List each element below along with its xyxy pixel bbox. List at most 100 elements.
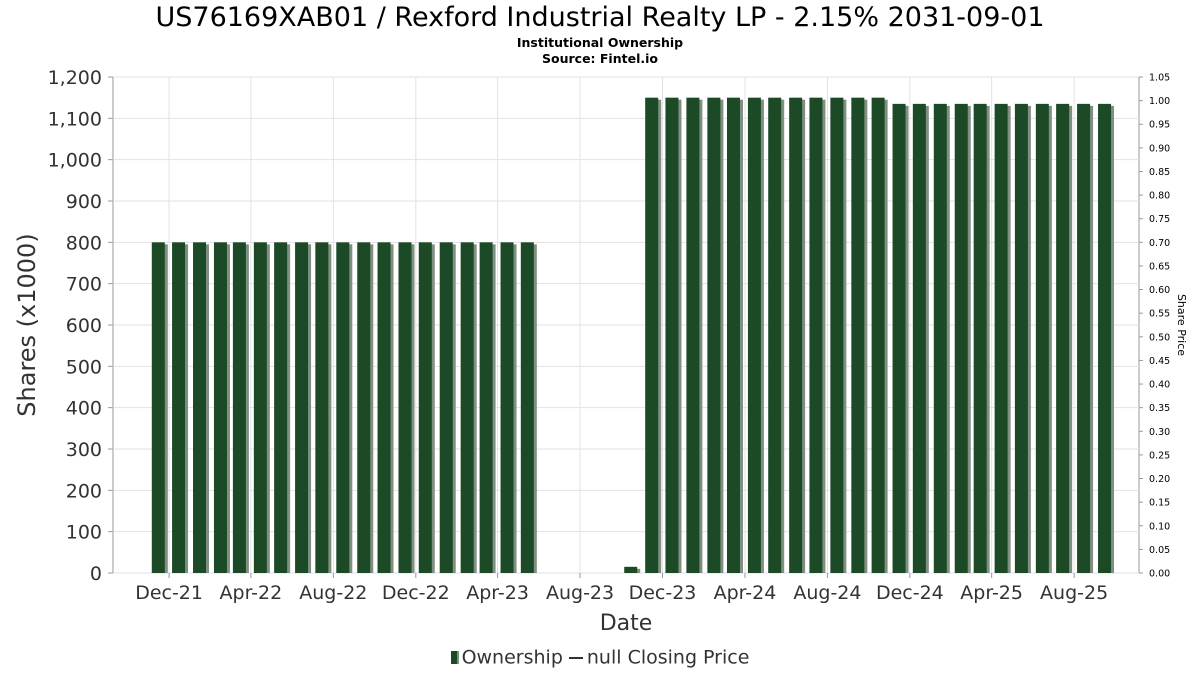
- legend-ownership-label: Ownership: [461, 646, 563, 669]
- y2-tick-label: 0.95: [1149, 120, 1170, 131]
- ownership-bar: [747, 97, 761, 574]
- y-tick-label: 500: [66, 356, 102, 378]
- ownership-bar: [520, 242, 534, 574]
- ownership-bar: [912, 103, 926, 573]
- y2-axis-label: Share Price: [1175, 294, 1188, 356]
- x-tick-label: Dec-22: [382, 582, 450, 604]
- ownership-bar: [809, 97, 823, 574]
- x-tick-label: Apr-22: [220, 582, 283, 604]
- y2-tick-label: 0.85: [1149, 167, 1170, 178]
- y2-tick-label: 0.00: [1149, 569, 1170, 580]
- x-tick-label: Dec-21: [135, 582, 203, 604]
- x-tick-label: Dec-23: [629, 582, 697, 604]
- ownership-bar: [151, 242, 165, 574]
- y2-tick-label: 0.30: [1149, 427, 1170, 438]
- ownership-bar: [315, 242, 329, 574]
- chart-legend: Ownership null Closing Price: [0, 646, 1200, 669]
- ownership-bar: [768, 97, 782, 574]
- y2-tick-label: 0.25: [1149, 450, 1170, 461]
- ownership-bar: [892, 103, 906, 573]
- y-tick-label: 900: [66, 191, 102, 213]
- y2-tick-label: 1.00: [1149, 96, 1170, 107]
- ownership-bar: [1035, 103, 1049, 573]
- ownership-bar: [933, 103, 947, 573]
- ownership-bar: [500, 242, 514, 574]
- y2-tick-label: 0.70: [1149, 238, 1170, 249]
- y-tick-label: 1,100: [48, 108, 102, 130]
- ownership-bar: [1098, 103, 1112, 573]
- x-tick-label: Aug-22: [299, 582, 367, 604]
- y2-tick-label: 0.20: [1149, 474, 1170, 485]
- ownership-bar: [1056, 103, 1070, 573]
- y-tick-label: 600: [66, 315, 102, 337]
- y-tick-label: 700: [66, 274, 102, 296]
- x-tick-label: Aug-24: [793, 582, 861, 604]
- y-tick-label: 400: [66, 398, 102, 420]
- y-tick-label: 200: [66, 480, 102, 502]
- ownership-legend-swatch: [450, 651, 459, 664]
- ownership-bar: [398, 242, 412, 574]
- y2-tick-label: 0.60: [1149, 285, 1170, 296]
- ownership-bar: [295, 242, 309, 574]
- ownership-bar: [851, 97, 865, 574]
- ownership-bar: [213, 242, 227, 574]
- y2-tick-label: 0.55: [1149, 309, 1170, 320]
- ownership-bar: [357, 242, 371, 574]
- x-tick-label: Apr-25: [960, 582, 1023, 604]
- y2-tick-label: 0.45: [1149, 356, 1170, 367]
- ownership-bar: [973, 103, 987, 573]
- x-tick-label: Aug-23: [546, 582, 614, 604]
- y2-tick-label: 0.15: [1149, 498, 1170, 509]
- y2-tick-label: 0.05: [1149, 545, 1170, 556]
- ownership-bar: [460, 242, 474, 574]
- y2-tick-label: 0.80: [1149, 191, 1170, 202]
- y2-tick-label: 0.10: [1149, 521, 1170, 532]
- ownership-bar: [1077, 103, 1091, 573]
- y-axis-label: Shares (x1000): [13, 233, 41, 416]
- y-tick-label: 1,000: [48, 150, 102, 172]
- chart-subtitle: Institutional Ownership: [516, 35, 684, 50]
- y-tick-label: 0: [90, 563, 102, 585]
- y-tick-label: 800: [66, 232, 102, 254]
- ownership-bar: [994, 103, 1008, 573]
- ownership-bar: [789, 97, 803, 574]
- y2-tick-label: 0.90: [1149, 143, 1170, 154]
- ownership-bar: [418, 242, 432, 574]
- ownership-bar: [1014, 103, 1028, 573]
- ownership-bar: [726, 97, 740, 574]
- y2-tick-label: 0.40: [1149, 380, 1170, 391]
- chart-title: US76169XAB01 / Rexford Industrial Realty…: [155, 2, 1045, 33]
- ownership-bar: [830, 97, 844, 574]
- ownership-bar: [253, 242, 267, 574]
- axes: 0 100 200 300 400 500 600 700 800 900 1,000 1,100 1,…: [48, 67, 1171, 604]
- ownership-bar: [274, 242, 288, 574]
- y2-tick-label: 0.50: [1149, 332, 1170, 343]
- y2-tick-label: 0.75: [1149, 214, 1170, 225]
- ownership-bar: [686, 97, 700, 574]
- ownership-bar: [172, 242, 186, 574]
- ownership-bar: [645, 97, 659, 574]
- y-tick-label: 100: [66, 522, 102, 544]
- ownership-bar: [377, 242, 391, 574]
- ownership-bar: [665, 97, 679, 574]
- x-axis-label: Date: [600, 611, 653, 636]
- ownership-bar: [707, 97, 721, 574]
- ownership-bar: [871, 97, 885, 574]
- ownership-bar: [232, 242, 246, 574]
- y2-tick-label: 0.65: [1149, 261, 1170, 272]
- ownership-bar: [439, 242, 453, 574]
- y-tick-label: 1,200: [48, 67, 102, 89]
- legend-price-label: null Closing Price: [586, 646, 750, 669]
- price-legend-line: [568, 656, 583, 659]
- chart-source: Source: Fintel.io: [542, 51, 658, 66]
- y-tick-label: 300: [66, 439, 102, 461]
- ownership-bar: [336, 242, 350, 574]
- x-tick-label: Aug-25: [1040, 582, 1108, 604]
- ownership-bar: [193, 242, 207, 574]
- ownership-bar: [479, 242, 493, 574]
- x-tick-label: Dec-24: [876, 582, 944, 604]
- x-tick-label: Apr-24: [714, 582, 777, 604]
- y2-tick-label: 0.35: [1149, 403, 1170, 414]
- ownership-bar: [624, 566, 638, 573]
